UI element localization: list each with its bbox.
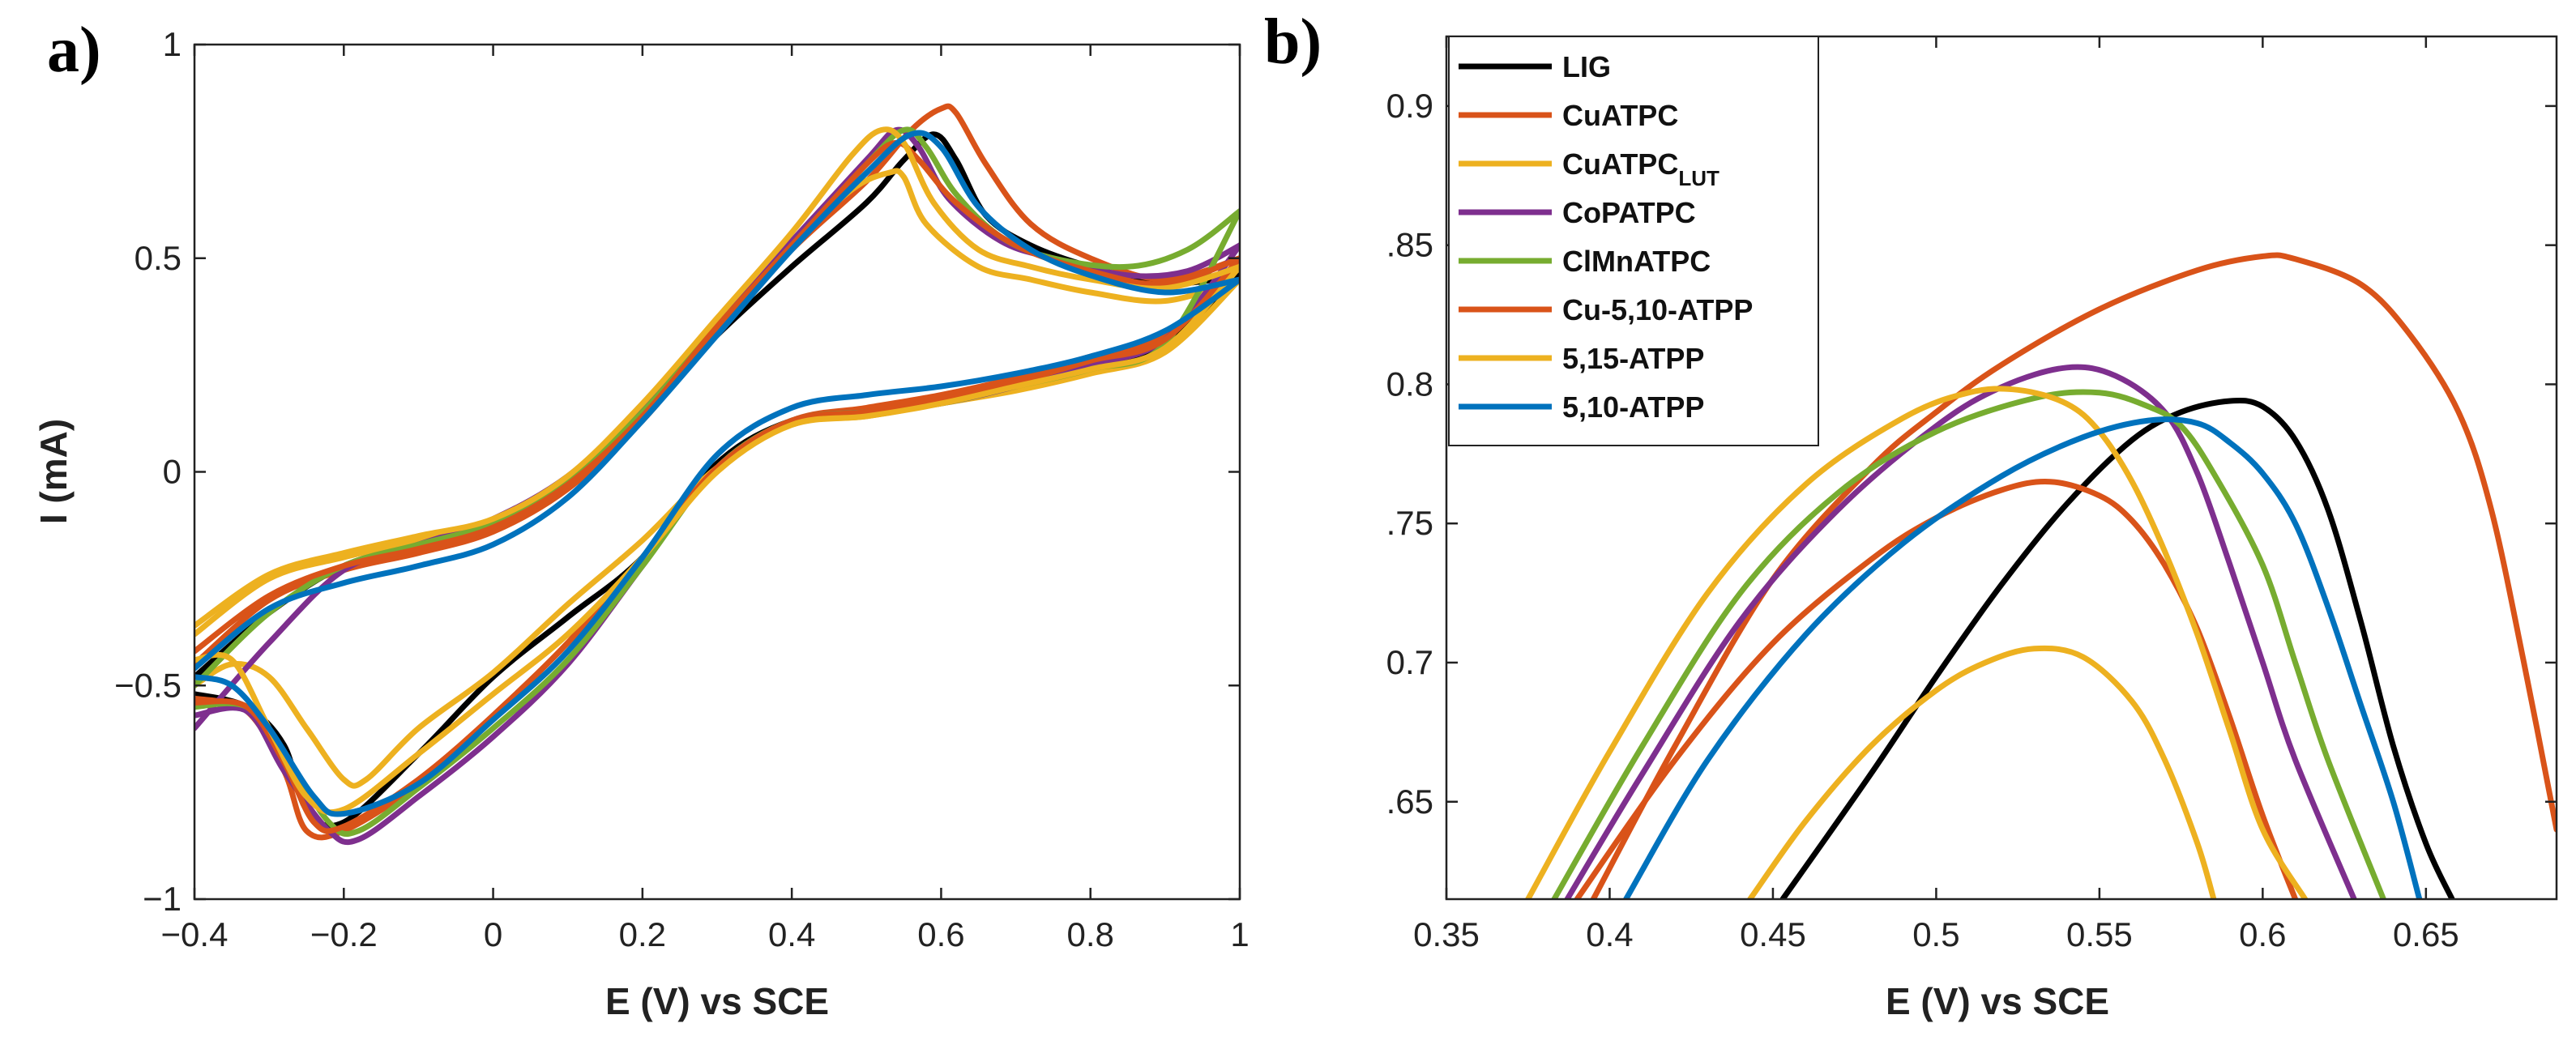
panel-a-y-axis-label: I (mA) — [32, 419, 75, 524]
legend-entry-label: CoPATPC — [1562, 196, 1696, 229]
panel-b-series-4-line — [1551, 389, 2386, 899]
panel-b-y-tick-label: 0.7 — [1386, 643, 1433, 681]
legend-entry-label: CuATPC — [1562, 99, 1678, 132]
panel-a-y-tick-label: −1 — [143, 880, 182, 918]
panel-a-x-tick-label: 1 — [1230, 915, 1249, 953]
panel-b-series-0-line — [1779, 397, 2455, 899]
panel-a-series-group — [194, 103, 1240, 846]
panel-a-series-7-forward-scan — [194, 130, 1240, 672]
panel-a-x-tick-label: 0.4 — [768, 915, 815, 953]
panel-a-x-tick-label: 0 — [484, 915, 502, 953]
panel-b-series-6-line — [1525, 386, 2309, 899]
panel-b-x-tick-label: 0.6 — [2239, 915, 2286, 953]
legend-box — [1448, 36, 1819, 446]
legend-entry-label: 5,15-ATPP — [1562, 342, 1704, 375]
panel-b-series-5-line — [1574, 478, 2299, 899]
panel-b-series-2-line — [1747, 645, 2217, 899]
panel-b-series-7-line — [1623, 416, 2423, 899]
legend-entry-label: 5,10-ATPP — [1562, 390, 1704, 424]
panel-b-y-tick-label: .75 — [1386, 504, 1433, 542]
panel-a-x-tick-label: −0.2 — [310, 915, 378, 953]
panel-a-y-tick-label: −0.5 — [114, 666, 182, 704]
panel-a-series-6-forward-scan — [194, 126, 1240, 629]
panel-b-series-3-line — [1564, 364, 2357, 899]
panel-a-series-7-reverse-scan — [194, 276, 1240, 817]
panel-b-series-group — [1525, 252, 2557, 899]
panel-a-x-tick-label: −0.4 — [161, 915, 229, 953]
panel-b-y-tick-label: 0.8 — [1386, 365, 1433, 403]
panel-b-y-tick-label: .85 — [1386, 226, 1433, 264]
panel-a-cv-plot: a) −0.4 −0.2 0 0.2 0.4 0.6 0.8 1 −1 −0.5 0 0.5 1 E (… — [32, 15, 1250, 1022]
panel-b-axes-box — [1445, 35, 2558, 901]
panel-a-x-tick-label: 0.2 — [619, 915, 666, 953]
legend: LIGCuATPCCuATPCLUTCoPATPCClMnATPCCu-5,10… — [1448, 36, 1819, 446]
panel-b-x-tick-label: 0.55 — [2066, 915, 2133, 953]
panel-a-series-2-reverse-scan — [194, 276, 1240, 789]
panel-b-x-tick-label: 0.35 — [1413, 915, 1480, 953]
panel-a-ticks: −0.4 −0.2 0 0.2 0.4 0.6 0.8 1 −1 −0.5 0 0.5 1 — [114, 25, 1250, 953]
panel-a-y-tick-label: 0.5 — [135, 239, 182, 277]
panel-a-y-tick-label: 0 — [163, 453, 182, 491]
panel-b-y-tick-label: 0.9 — [1386, 87, 1433, 125]
panel-b-label: b) — [1264, 6, 1322, 78]
panel-b-zoom-plot: b) 0.35 0.4 0.45 0.5 0.55 0.6 0.65 .65 0.7 .75 0.8… — [1264, 6, 2558, 1022]
panel-b-x-axis-label: E (V) vs SCE — [1886, 980, 2109, 1022]
panel-b-x-tick-label: 0.45 — [1740, 915, 1806, 953]
legend-entry-label: ClMnATPC — [1562, 245, 1711, 278]
panel-a-label: a) — [47, 15, 101, 86]
legend-entry-label: Cu-5,10-ATPP — [1562, 293, 1753, 326]
legend-entry-label: LIG — [1562, 50, 1611, 83]
panel-a-x-tick-label: 0.8 — [1067, 915, 1114, 953]
panel-a-x-axis-label: E (V) vs SCE — [605, 980, 829, 1022]
panel-b-x-tick-label: 0.4 — [1586, 915, 1633, 953]
panel-a-y-tick-label: 1 — [163, 25, 182, 63]
panel-b-x-tick-label: 0.5 — [1912, 915, 1959, 953]
panel-b-y-tick-label: .65 — [1386, 782, 1433, 821]
panel-a-x-tick-label: 0.6 — [917, 915, 964, 953]
panel-b-x-tick-label: 0.65 — [2393, 915, 2459, 953]
panel-b-ticks: 0.35 0.4 0.45 0.5 0.55 0.6 0.65 .65 0.7 .75 0.8 .85… — [1386, 36, 2557, 953]
